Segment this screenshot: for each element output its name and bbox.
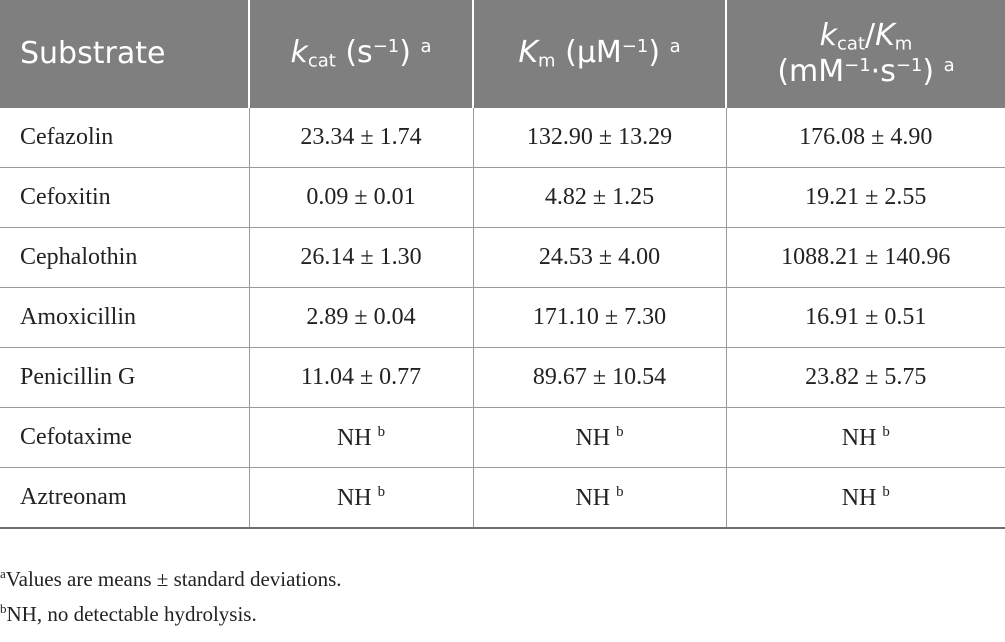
cell-ratio: 19.21 ± 2.55 (726, 167, 1005, 228)
table-row: Cefazolin 23.34 ± 1.74 132.90 ± 13.29 17… (0, 108, 1005, 168)
cell-km: 89.67 ± 10.54 (473, 347, 727, 408)
cell-km: 24.53 ± 4.00 (473, 227, 727, 288)
cell-substrate: Cephalothin (0, 227, 250, 288)
cell-ratio: NH b (726, 407, 1005, 468)
footnote-mark: b (882, 483, 890, 500)
table-row: Cephalothin 26.14 ± 1.30 24.53 ± 4.00 10… (0, 227, 1005, 288)
kinetics-table: Substrate kcat (s−1) a Km (μM−1) a kcat/… (0, 0, 1005, 529)
cell-kcat: 2.89 ± 0.04 (249, 287, 474, 348)
table-row: Cefoxitin 0.09 ± 0.01 4.82 ± 1.25 19.21 … (0, 167, 1005, 228)
cell-kcat: 11.04 ± 0.77 (249, 347, 474, 408)
footnote-mark: b (616, 423, 624, 440)
cell-km: NH b (473, 467, 727, 529)
footnote-mark: b (377, 423, 386, 440)
cell-ratio: NH b (726, 467, 1005, 529)
table-row: Amoxicillin 2.89 ± 0.04 171.10 ± 7.30 16… (0, 287, 1005, 348)
cell-kcat: 0.09 ± 0.01 (249, 167, 474, 228)
cell-substrate: Cefotaxime (0, 407, 250, 468)
footnote-mark: b (882, 423, 890, 440)
cell-kcat: NH b (249, 407, 474, 468)
cell-ratio: 1088.21 ± 140.96 (726, 227, 1005, 288)
cell-ratio: 176.08 ± 4.90 (726, 108, 1005, 168)
cell-substrate: Aztreonam (0, 467, 250, 529)
header-kcat-km: kcat/Km (mM−1·s−1) a (726, 0, 1005, 108)
footnote-mark: b (377, 483, 386, 500)
header-km: Km (μM−1) a (473, 0, 727, 108)
cell-km: 4.82 ± 1.25 (473, 167, 727, 228)
cell-substrate: Penicillin G (0, 347, 250, 408)
header-row: Substrate kcat (s−1) a Km (μM−1) a kcat/… (0, 0, 1005, 108)
footnote-b: bNH, no detectable hydrolysis. (0, 601, 257, 626)
cell-ratio: 23.82 ± 5.75 (726, 347, 1005, 408)
cell-km: 132.90 ± 13.29 (473, 108, 727, 168)
cell-kcat: 23.34 ± 1.74 (249, 108, 474, 168)
header-substrate: Substrate (0, 0, 250, 108)
cell-km: 171.10 ± 7.30 (473, 287, 727, 348)
cell-ratio: 16.91 ± 0.51 (726, 287, 1005, 348)
cell-kcat: NH b (249, 467, 474, 529)
footnote-a: aValues are means ± standard deviations. (0, 566, 342, 591)
cell-substrate: Cefoxitin (0, 167, 250, 228)
table-row: Aztreonam NH b NH b NH b (0, 467, 1005, 529)
cell-substrate: Amoxicillin (0, 287, 250, 348)
cell-km: NH b (473, 407, 727, 468)
footnote-mark: b (616, 483, 624, 500)
table-row: Penicillin G 11.04 ± 0.77 89.67 ± 10.54 … (0, 347, 1005, 408)
table-row: Cefotaxime NH b NH b NH b (0, 407, 1005, 468)
cell-kcat: 26.14 ± 1.30 (249, 227, 474, 288)
header-kcat: kcat (s−1) a (249, 0, 474, 108)
cell-substrate: Cefazolin (0, 108, 250, 168)
